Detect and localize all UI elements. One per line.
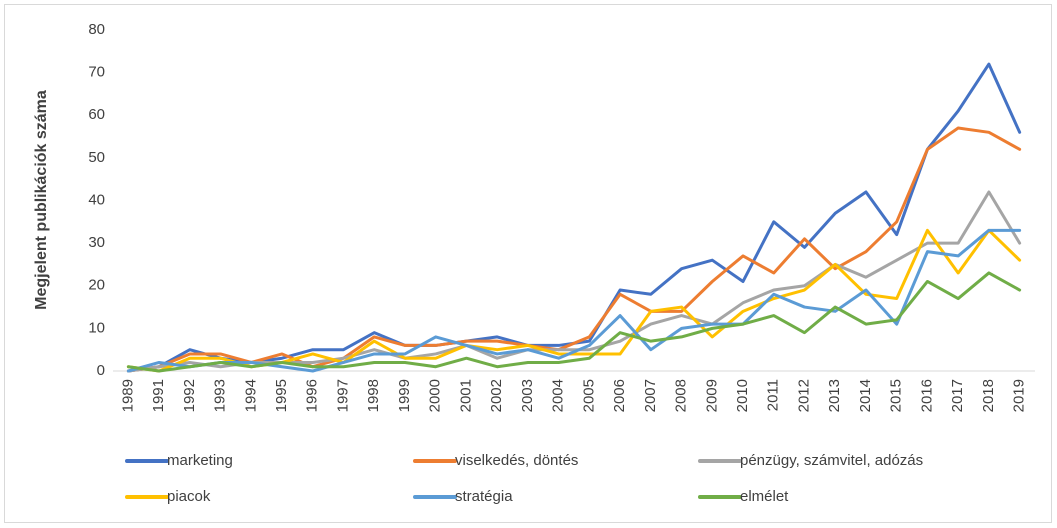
x-tick-label: 1991 xyxy=(150,379,167,412)
x-tick-label: 2016 xyxy=(918,379,935,412)
x-tick-label: 2015 xyxy=(888,379,905,412)
x-tick-label: 2007 xyxy=(642,379,659,412)
y-tick-label: 30 xyxy=(88,234,105,251)
x-tick-label: 2006 xyxy=(611,379,628,412)
x-tick-label: 1996 xyxy=(304,379,321,412)
series-line xyxy=(126,126,1022,373)
y-tick-label: 40 xyxy=(88,191,105,208)
x-tick-label: 1999 xyxy=(396,379,413,412)
y-tick-label: 50 xyxy=(88,149,105,166)
x-tick-label: 2002 xyxy=(488,379,505,412)
x-tick-label: 2013 xyxy=(826,379,843,412)
x-tick-label: 2009 xyxy=(703,379,720,412)
y-axis-label: Megjelent publikációk száma xyxy=(33,90,50,310)
y-tick-label: 20 xyxy=(88,277,105,294)
x-tick-label: 1993 xyxy=(212,379,229,412)
x-tick-label: 1994 xyxy=(242,379,259,412)
x-tick-label: 1989 xyxy=(119,379,136,412)
legend-label: pénzügy, számvitel, adózás xyxy=(740,452,923,469)
x-tick-label: 1998 xyxy=(365,379,382,412)
x-tick-label: 1997 xyxy=(334,379,351,412)
x-tick-label: 2000 xyxy=(427,379,444,412)
y-tick-label: 0 xyxy=(97,362,105,379)
x-tick-label: 2004 xyxy=(550,379,567,412)
legend-label: viselkedés, döntés xyxy=(455,452,578,469)
x-tick-label: 2003 xyxy=(519,379,536,412)
x-tick-label: 2018 xyxy=(980,379,997,412)
y-tick-label: 80 xyxy=(88,21,105,38)
legend-label: stratégia xyxy=(455,488,513,505)
legend-label: marketing xyxy=(167,452,233,469)
x-tick-label: 2011 xyxy=(765,379,782,411)
legend-label: piacok xyxy=(167,488,211,505)
series-line xyxy=(126,271,1022,373)
x-tick-label: 2019 xyxy=(1011,379,1028,412)
x-tick-label: 1992 xyxy=(181,379,198,412)
x-tick-label: 2012 xyxy=(795,379,812,412)
legend-label: elmélet xyxy=(740,488,789,505)
x-tick-label: 2014 xyxy=(857,379,874,412)
x-tick-label: 2010 xyxy=(734,379,751,412)
y-tick-label: 60 xyxy=(88,106,105,123)
chart-border xyxy=(4,4,1052,523)
x-tick-label: 2001 xyxy=(457,379,474,412)
x-tick-label: 1995 xyxy=(273,379,290,412)
y-tick-label: 70 xyxy=(88,64,105,81)
x-tick-label: 2005 xyxy=(580,379,597,412)
y-tick-label: 10 xyxy=(88,319,105,336)
x-tick-label: 2008 xyxy=(673,379,690,412)
series-line xyxy=(126,228,1022,373)
x-tick-label: 2017 xyxy=(949,379,966,412)
